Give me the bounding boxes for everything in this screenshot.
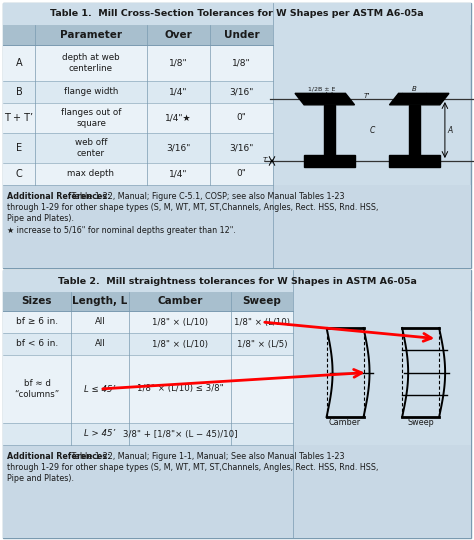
- Text: 1/8" × (L/10): 1/8" × (L/10): [152, 318, 208, 327]
- Bar: [3, 163, 273, 185]
- Text: Additional References:: Additional References:: [7, 192, 110, 201]
- Text: 1/2B ± E: 1/2B ± E: [308, 86, 336, 92]
- Bar: [3, 3, 471, 268]
- Polygon shape: [295, 93, 355, 105]
- Polygon shape: [390, 155, 440, 167]
- Text: 1/8" × (L/10) ≤ 3/8": 1/8" × (L/10) ≤ 3/8": [137, 384, 223, 394]
- Text: A: A: [448, 125, 453, 134]
- Bar: [3, 355, 293, 423]
- Text: B: B: [16, 87, 22, 97]
- Text: 1/8": 1/8": [169, 58, 188, 68]
- Text: Table 1-22, Manual; Figure 1-1, Manual; See also Manual Tables 1-23: Table 1-22, Manual; Figure 1-1, Manual; …: [69, 452, 345, 461]
- Bar: [3, 103, 273, 133]
- Text: Under: Under: [224, 30, 259, 40]
- Text: bf ≥ 6 in.: bf ≥ 6 in.: [16, 318, 58, 327]
- Text: 1/4": 1/4": [169, 87, 188, 97]
- Text: through 1-29 for other shape types (S, M, WT, MT, ST,Channels, Angles, Rect. HSS: through 1-29 for other shape types (S, M…: [7, 463, 378, 472]
- Text: T: T: [263, 157, 267, 163]
- Text: C: C: [16, 169, 22, 179]
- Text: Pipe and Plates).: Pipe and Plates).: [7, 474, 74, 483]
- Text: B: B: [412, 86, 417, 92]
- Text: depth at web
centerline: depth at web centerline: [62, 53, 120, 73]
- Bar: [3, 45, 273, 81]
- Text: web off
center: web off center: [75, 138, 107, 158]
- Text: ★ increase to 5/16" for nominal depths greater than 12".: ★ increase to 5/16" for nominal depths g…: [7, 226, 236, 235]
- Text: Sweep: Sweep: [243, 296, 282, 307]
- Text: 1/8" × (L/10): 1/8" × (L/10): [152, 340, 208, 348]
- Text: E: E: [16, 143, 22, 153]
- Bar: [3, 445, 471, 538]
- Polygon shape: [390, 93, 449, 105]
- Polygon shape: [304, 155, 355, 167]
- Text: 3/16": 3/16": [166, 144, 191, 152]
- Text: Additional References:: Additional References:: [7, 452, 110, 461]
- Text: T': T': [364, 93, 370, 99]
- Text: Over: Over: [164, 30, 192, 40]
- Text: A: A: [16, 58, 22, 68]
- Bar: [293, 311, 471, 445]
- Text: bf < 6 in.: bf < 6 in.: [16, 340, 58, 348]
- Text: Table 2.  Mill straightness tolerances for W Shapes in ASTM A6-05a: Table 2. Mill straightness tolerances fo…: [57, 276, 417, 286]
- Bar: [3, 270, 471, 538]
- Text: Camber: Camber: [329, 418, 361, 427]
- Text: L > 45’: L > 45’: [84, 429, 116, 438]
- Text: L ≤ 45’: L ≤ 45’: [84, 384, 116, 394]
- Text: 1/8" × (L/5): 1/8" × (L/5): [237, 340, 287, 348]
- Text: Table 1.  Mill Cross-Section Tolerances for W Shapes per ASTM A6-05a: Table 1. Mill Cross-Section Tolerances f…: [50, 10, 424, 18]
- Bar: [3, 270, 471, 292]
- Text: Length, L: Length, L: [73, 296, 128, 307]
- Text: 3/16": 3/16": [229, 87, 254, 97]
- Bar: [3, 133, 273, 163]
- Text: Table 1-22, Manual; Figure C-5.1, COSP; see also Manual Tables 1-23: Table 1-22, Manual; Figure C-5.1, COSP; …: [69, 192, 345, 201]
- Text: through 1-29 for other shape types (S, M, WT, MT, ST,Channels, Angles, Rect. HSS: through 1-29 for other shape types (S, M…: [7, 203, 378, 212]
- Text: Parameter: Parameter: [60, 30, 122, 40]
- Text: 0": 0": [237, 170, 246, 179]
- Text: 1/4": 1/4": [169, 170, 188, 179]
- Text: flanges out of
square: flanges out of square: [61, 109, 121, 127]
- Text: Camber: Camber: [157, 296, 203, 307]
- Bar: [3, 81, 273, 103]
- Text: 3/16": 3/16": [229, 144, 254, 152]
- Bar: [3, 25, 273, 45]
- Text: All: All: [95, 340, 105, 348]
- Text: bf ≈ d
“columns”: bf ≈ d “columns”: [14, 379, 60, 399]
- Bar: [293, 445, 471, 538]
- Text: Sizes: Sizes: [22, 296, 52, 307]
- Text: T + T’: T + T’: [4, 113, 34, 123]
- Text: 1/8" × (L/10): 1/8" × (L/10): [234, 318, 290, 327]
- Bar: [3, 3, 471, 25]
- Bar: [3, 185, 471, 268]
- Text: Pipe and Plates).: Pipe and Plates).: [7, 214, 74, 223]
- Text: max depth: max depth: [67, 170, 115, 179]
- Text: 1/4"★: 1/4"★: [165, 113, 192, 123]
- Text: 0": 0": [237, 113, 246, 123]
- Polygon shape: [409, 105, 420, 155]
- Bar: [3, 292, 293, 311]
- Text: 1/8": 1/8": [232, 58, 251, 68]
- Text: All: All: [95, 318, 105, 327]
- Bar: [3, 333, 293, 355]
- Text: 3/8" + [1/8"× (L − 45)/10]: 3/8" + [1/8"× (L − 45)/10]: [123, 429, 237, 438]
- Text: C: C: [369, 125, 374, 134]
- Text: Sweep: Sweep: [407, 418, 434, 427]
- Text: flange width: flange width: [64, 87, 118, 97]
- Bar: [3, 311, 293, 333]
- Polygon shape: [324, 105, 335, 155]
- Bar: [3, 423, 293, 445]
